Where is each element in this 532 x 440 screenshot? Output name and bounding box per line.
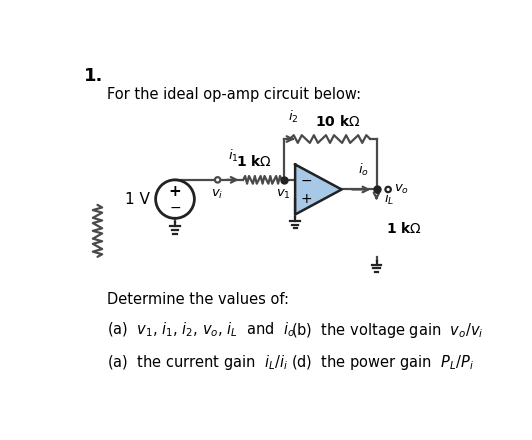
Text: (b)  the voltage gain  $v_o/v_i$: (b) the voltage gain $v_o/v_i$	[291, 321, 484, 340]
Text: $v_i$: $v_i$	[211, 187, 224, 201]
Text: (d)  the power gain  $P_L/P_i$: (d) the power gain $P_L/P_i$	[291, 353, 474, 372]
Text: 1.: 1.	[84, 66, 103, 84]
Text: $i_L$: $i_L$	[384, 191, 395, 207]
Circle shape	[215, 177, 220, 183]
Text: $-$: $-$	[300, 172, 312, 187]
Text: $i_2$: $i_2$	[288, 109, 299, 125]
Text: $v_1$: $v_1$	[276, 187, 291, 201]
Text: 1 V: 1 V	[126, 191, 150, 207]
Text: 1 k$\Omega$: 1 k$\Omega$	[386, 221, 422, 236]
Text: $+$: $+$	[300, 192, 312, 206]
Text: (a)  $v_1$, $i_1$, $i_2$, $v_o$, $i_L$  and  $i_o$: (a) $v_1$, $i_1$, $i_2$, $v_o$, $i_L$ an…	[107, 321, 295, 339]
Polygon shape	[295, 165, 342, 214]
Text: $-$: $-$	[169, 200, 181, 214]
Circle shape	[385, 187, 391, 192]
Text: $v_o$: $v_o$	[394, 183, 410, 196]
Text: (a)  the current gain  $i_L/i_i$: (a) the current gain $i_L/i_i$	[107, 353, 288, 372]
Text: For the ideal op-amp circuit below:: For the ideal op-amp circuit below:	[107, 88, 361, 103]
Text: 10 k$\Omega$: 10 k$\Omega$	[315, 114, 361, 129]
Text: $i_1$: $i_1$	[228, 148, 239, 165]
Text: $i_o$: $i_o$	[358, 162, 369, 178]
Text: Determine the values of:: Determine the values of:	[107, 291, 289, 307]
Text: 1 k$\Omega$: 1 k$\Omega$	[236, 154, 271, 169]
Text: +: +	[169, 184, 181, 199]
